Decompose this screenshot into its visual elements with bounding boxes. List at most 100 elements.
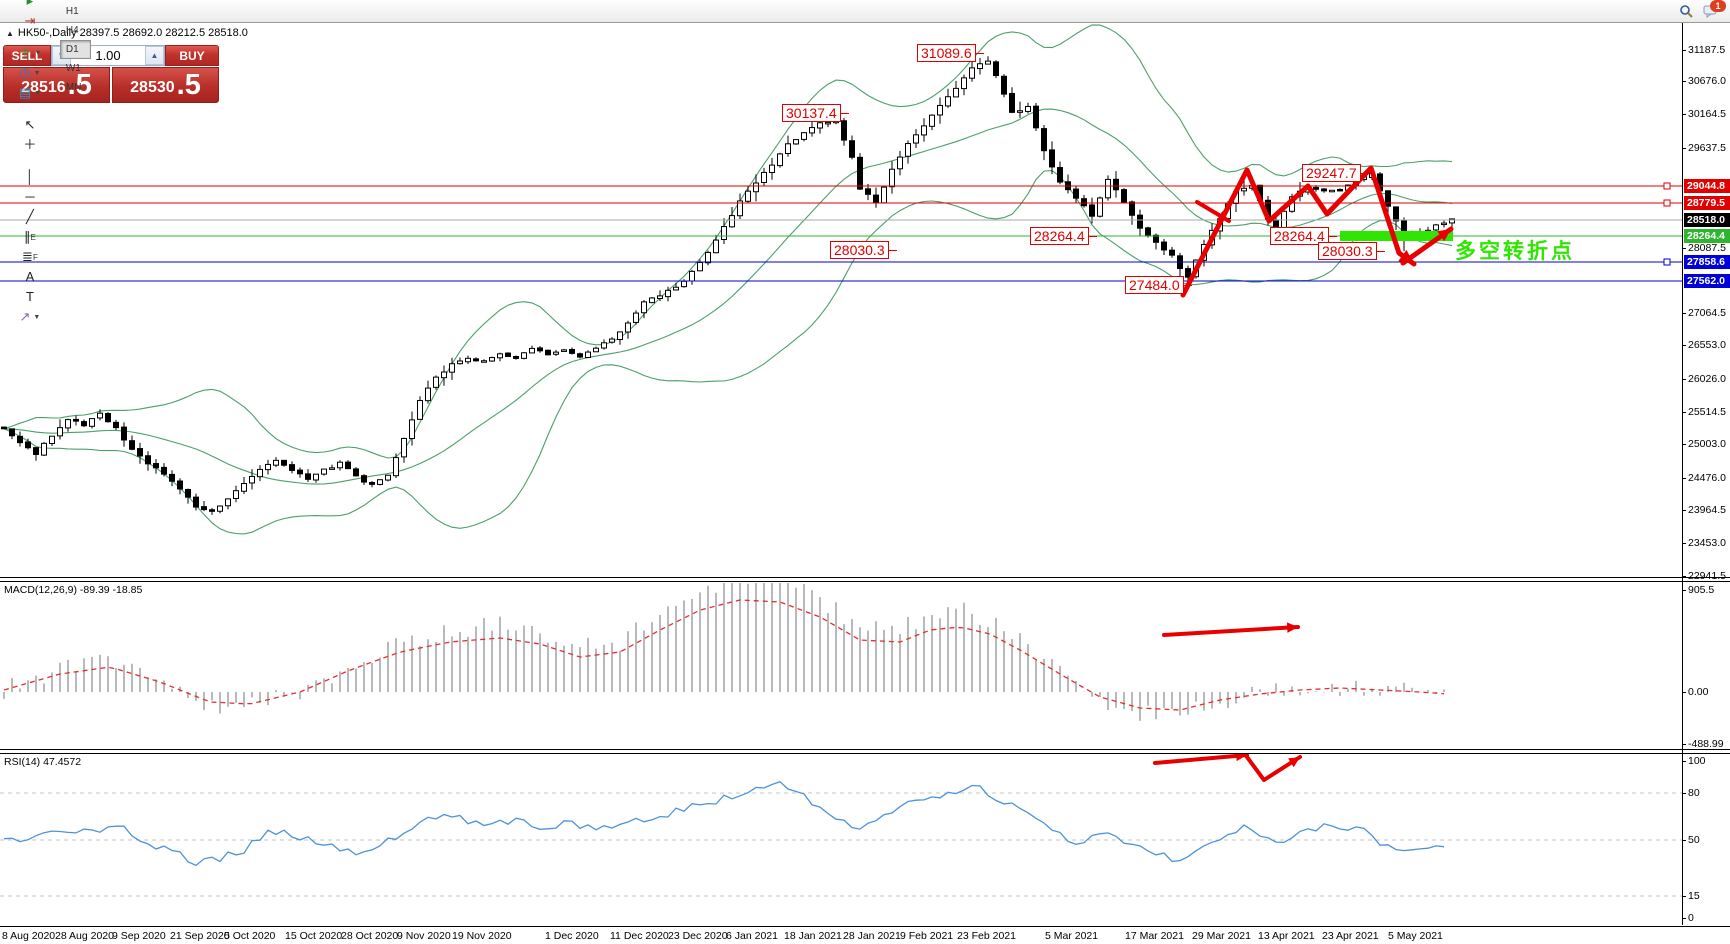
macd-label: MACD(12,26,9) -89.39 -18.85	[4, 584, 143, 596]
timeframe-mn[interactable]: MN	[65, 81, 82, 93]
macd-panel[interactable]	[0, 581, 1730, 749]
timeframe-h1[interactable]: H1	[65, 5, 79, 17]
buy-price-display[interactable]: 28530 .5	[112, 67, 219, 103]
price-tick: 31187.5	[1688, 44, 1726, 56]
rsi-tick: 0	[1688, 912, 1694, 924]
price-tick: 26553.0	[1688, 339, 1726, 351]
axis-tick-mark	[1682, 896, 1686, 897]
chevron-down-icon: ▼	[34, 89, 42, 97]
price-annotation[interactable]: 30137.4	[782, 104, 849, 122]
price-tick: 24476.0	[1688, 472, 1726, 484]
price-level-badge: 28264.4	[1684, 229, 1730, 243]
axis-tick-mark	[1682, 761, 1686, 762]
search-icon[interactable]	[1674, 1, 1698, 21]
date-label: 9 Sep 2020	[112, 930, 166, 942]
price-annotation[interactable]: 29247.7	[1302, 164, 1369, 182]
axis-tick-mark	[1682, 478, 1686, 479]
arrows-tool[interactable]: ↗ ▼	[19, 309, 41, 324]
sep5	[3, 31, 4, 43]
price-level-badge: 29044.8	[1684, 179, 1730, 193]
rsi-tick: 50	[1688, 834, 1700, 846]
date-label: 18 Jan 2021	[784, 930, 842, 942]
date-label: 23 Dec 2020	[668, 930, 728, 942]
chart-shift-icon[interactable]: ⇥	[24, 13, 36, 28]
price-annotation[interactable]: 27484.0	[1125, 276, 1192, 294]
rsi-panel[interactable]	[0, 753, 1730, 924]
rsi-label: RSI(14) 47.4572	[4, 756, 82, 768]
buy-button[interactable]: BUY	[165, 45, 219, 66]
date-label: 13 Apr 2021	[1258, 930, 1315, 942]
axis-tick-mark	[1682, 744, 1686, 745]
date-label: 5 May 2021	[1388, 930, 1443, 942]
auto-scroll-icon[interactable]: ▸	[26, 0, 34, 8]
price-tick: 26026.0	[1688, 373, 1726, 385]
price-tick: 23964.5	[1688, 504, 1726, 516]
price-annotation[interactable]: 28030.3	[830, 241, 897, 259]
vline-tool[interactable]: │	[25, 169, 34, 184]
price-annotation[interactable]: 28264.4	[1030, 227, 1097, 245]
buy-price-main: 28530	[130, 79, 175, 96]
crosshair-tool[interactable]: ＋	[23, 137, 37, 152]
axis-tick-mark	[1682, 248, 1686, 249]
date-label: 8 Aug 2020	[2, 930, 56, 942]
date-label: 19 Nov 2020	[452, 930, 512, 942]
date-label: 29 Mar 2021	[1192, 930, 1251, 942]
price-tick: 22941.5	[1688, 570, 1726, 582]
periods-button[interactable]: ◷ ▼	[19, 65, 41, 80]
fibonacci-tool[interactable]: ≣ F	[22, 249, 38, 264]
volume-increase-button[interactable]: ▲	[145, 46, 164, 65]
price-level-badge: 28779.5	[1684, 196, 1730, 210]
hline-tool[interactable]: ─	[25, 189, 35, 204]
trendline-tool[interactable]: ╱	[26, 209, 34, 224]
date-label: 6 Jan 2021	[726, 930, 778, 942]
price-level-badge: 27858.6	[1684, 255, 1730, 269]
date-label: 23 Apr 2021	[1322, 930, 1379, 942]
timeframe-d1[interactable]: D1	[59, 39, 92, 59]
timeframe-w1[interactable]: W1	[65, 62, 81, 74]
chevron-down-icon: ▼	[33, 69, 41, 77]
toolbar-items: ▥新订单◆☁◉●自动交易⊕⊖▦▸⇥＋▼◷▼▤▼↖＋│─╱∥E≣FAT↗▼	[0, 0, 60, 339]
timeframe-toolbar: M1M5M15M30H1H4D1W1MN	[59, 0, 92, 97]
price-tick: 25003.0	[1688, 438, 1726, 450]
main-chart-panel[interactable]	[0, 23, 1730, 577]
date-axis-border	[0, 926, 1730, 927]
date-label: 28 Oct 2020	[341, 930, 399, 942]
notifications-icon[interactable]: 1	[1698, 0, 1726, 21]
price-tick: 28087.5	[1688, 242, 1726, 254]
notification-badge: 1	[1710, 0, 1726, 12]
turning-point-text[interactable]: 多空转折点	[1455, 240, 1575, 263]
axis-tick-mark	[1682, 543, 1686, 544]
indicators-button[interactable]: ＋ ▼	[18, 45, 42, 60]
channel-tool[interactable]: ∥ E	[24, 229, 36, 244]
axis-tick-mark	[1682, 148, 1686, 149]
price-tick: 29637.5	[1688, 142, 1726, 154]
date-label: 28 Jan 2021	[843, 930, 901, 942]
sep6	[3, 103, 4, 115]
axis-tick-mark	[1682, 576, 1686, 577]
rsi-panel-divider[interactable]	[0, 749, 1730, 754]
sep7	[3, 155, 4, 167]
templates-button[interactable]: ▤ ▼	[18, 85, 42, 100]
text-tool[interactable]: A	[25, 269, 35, 284]
main-toolbar: ▥新订单◆☁◉●自动交易⊕⊖▦▸⇥＋▼◷▼▤▼↖＋│─╱∥E≣FAT↗▼ M1M…	[0, 0, 1730, 339]
rsi-tick: 100	[1688, 755, 1706, 767]
date-label: 15 Oct 2020	[285, 930, 343, 942]
axis-tick-mark	[1682, 412, 1686, 413]
timeframe-h4[interactable]: H4	[65, 24, 79, 36]
chevron-down-icon: ▼	[34, 49, 42, 57]
date-label: 1 Dec 2020	[545, 930, 599, 942]
price-tick: 27064.5	[1688, 307, 1726, 319]
cursor-tool[interactable]: ↖	[24, 117, 36, 132]
macd-tick: 905.5	[1688, 584, 1715, 596]
label-tool[interactable]: T	[25, 289, 34, 304]
chevron-down-icon: ▼	[33, 313, 41, 321]
date-label: 9 Feb 2021	[900, 930, 954, 942]
buy-price-fraction: .5	[176, 69, 201, 101]
price-tick: 30676.0	[1688, 75, 1726, 87]
price-annotation[interactable]: 28030.3	[1318, 242, 1385, 260]
date-label: 23 Feb 2021	[957, 930, 1016, 942]
macd-panel-divider[interactable]	[0, 577, 1730, 582]
sep8	[3, 327, 4, 339]
price-axis-border	[1682, 23, 1683, 925]
price-annotation[interactable]: 31089.6	[917, 44, 984, 62]
